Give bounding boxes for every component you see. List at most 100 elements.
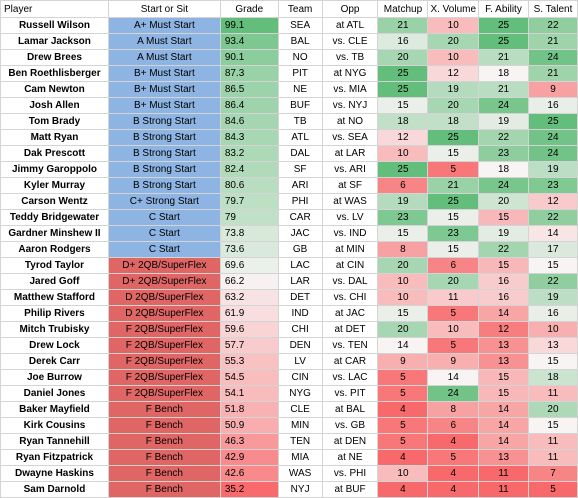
opponent-cell[interactable]: vs. TB [321, 49, 379, 66]
team-cell[interactable]: CAR [277, 209, 323, 226]
player-name-cell[interactable]: Sam Darnold [0, 481, 109, 498]
opponent-cell[interactable]: vs. CLE [321, 33, 379, 50]
ability-score-cell[interactable]: 21 [478, 81, 529, 98]
matchup-score-cell[interactable]: 10 [377, 289, 429, 306]
player-name-cell[interactable]: Teddy Bridgewater [0, 209, 109, 226]
player-name-cell[interactable]: Ryan Tannehill [0, 433, 109, 450]
grade-cell[interactable]: 90.1 [219, 49, 279, 66]
opponent-cell[interactable]: vs. CHI [321, 289, 379, 306]
ability-score-cell[interactable]: 13 [478, 449, 529, 466]
player-name-cell[interactable]: Joe Burrow [0, 369, 109, 386]
grade-cell[interactable]: 54.5 [219, 369, 279, 386]
opponent-cell[interactable]: at DET [321, 321, 379, 338]
talent-score-cell[interactable]: 23 [527, 177, 578, 194]
ability-score-cell[interactable]: 15 [478, 257, 529, 274]
player-name-cell[interactable]: Josh Allen [0, 97, 109, 114]
start-or-sit-cell[interactable]: F 2QB/SuperFlex [107, 321, 221, 338]
player-name-cell[interactable]: Daniel Jones [0, 385, 109, 402]
opponent-cell[interactable]: vs. PIT [321, 385, 379, 402]
talent-score-cell[interactable]: 9 [527, 81, 578, 98]
talent-score-cell[interactable]: 18 [527, 369, 578, 386]
header-team[interactable]: Team [277, 0, 323, 18]
talent-score-cell[interactable]: 11 [527, 433, 578, 450]
volume-score-cell[interactable]: 10 [427, 49, 480, 66]
volume-score-cell[interactable]: 12 [427, 65, 480, 82]
talent-score-cell[interactable]: 5 [527, 481, 578, 498]
volume-score-cell[interactable]: 4 [427, 481, 480, 498]
team-cell[interactable]: CIN [277, 369, 323, 386]
player-name-cell[interactable]: Drew Lock [0, 337, 109, 354]
ability-score-cell[interactable]: 18 [478, 65, 529, 82]
player-name-cell[interactable]: Carson Wentz [0, 193, 109, 210]
header-ability[interactable]: F. Ability [478, 0, 529, 18]
opponent-cell[interactable]: at NE [321, 449, 379, 466]
grade-cell[interactable]: 86.5 [219, 81, 279, 98]
team-cell[interactable]: MIN [277, 417, 323, 434]
team-cell[interactable]: LV [277, 353, 323, 370]
player-name-cell[interactable]: Philip Rivers [0, 305, 109, 322]
grade-cell[interactable]: 93.4 [219, 33, 279, 50]
start-or-sit-cell[interactable]: A+ Must Start [107, 17, 221, 34]
volume-score-cell[interactable]: 6 [427, 257, 480, 274]
start-or-sit-cell[interactable]: F 2QB/SuperFlex [107, 337, 221, 354]
player-name-cell[interactable]: Matthew Stafford [0, 289, 109, 306]
grade-cell[interactable]: 54.1 [219, 385, 279, 402]
team-cell[interactable]: JAC [277, 225, 323, 242]
start-or-sit-cell[interactable]: C+ Strong Start [107, 193, 221, 210]
matchup-score-cell[interactable]: 23 [377, 209, 429, 226]
start-or-sit-cell[interactable]: F Bench [107, 417, 221, 434]
talent-score-cell[interactable]: 21 [527, 65, 578, 82]
talent-score-cell[interactable]: 19 [527, 289, 578, 306]
ability-score-cell[interactable]: 13 [478, 337, 529, 354]
start-or-sit-cell[interactable]: A Must Start [107, 49, 221, 66]
team-cell[interactable]: LAR [277, 273, 323, 290]
start-or-sit-cell[interactable]: F Bench [107, 433, 221, 450]
talent-score-cell[interactable]: 25 [527, 113, 578, 130]
matchup-score-cell[interactable]: 15 [377, 225, 429, 242]
matchup-score-cell[interactable]: 5 [377, 369, 429, 386]
matchup-score-cell[interactable]: 20 [377, 49, 429, 66]
player-name-cell[interactable]: Gardner Minshew II [0, 225, 109, 242]
talent-score-cell[interactable]: 15 [527, 353, 578, 370]
talent-score-cell[interactable]: 15 [527, 417, 578, 434]
opponent-cell[interactable]: at DEN [321, 433, 379, 450]
start-or-sit-cell[interactable]: F Bench [107, 481, 221, 498]
header-opp[interactable]: Opp [321, 0, 379, 18]
grade-cell[interactable]: 73.8 [219, 225, 279, 242]
talent-score-cell[interactable]: 20 [527, 401, 578, 418]
volume-score-cell[interactable]: 5 [427, 161, 480, 178]
ability-score-cell[interactable]: 22 [478, 241, 529, 258]
talent-score-cell[interactable]: 22 [527, 17, 578, 34]
talent-score-cell[interactable]: 21 [527, 33, 578, 50]
start-or-sit-cell[interactable]: C Start [107, 241, 221, 258]
matchup-score-cell[interactable]: 6 [377, 177, 429, 194]
opponent-cell[interactable]: vs. IND [321, 225, 379, 242]
talent-score-cell[interactable]: 16 [527, 97, 578, 114]
grade-cell[interactable]: 82.4 [219, 161, 279, 178]
grade-cell[interactable]: 59.6 [219, 321, 279, 338]
start-or-sit-cell[interactable]: B Strong Start [107, 177, 221, 194]
matchup-score-cell[interactable]: 18 [377, 113, 429, 130]
start-or-sit-cell[interactable]: B Strong Start [107, 145, 221, 162]
ability-score-cell[interactable]: 15 [478, 209, 529, 226]
team-cell[interactable]: TB [277, 113, 323, 130]
start-or-sit-cell[interactable]: F 2QB/SuperFlex [107, 369, 221, 386]
volume-score-cell[interactable]: 6 [427, 417, 480, 434]
grade-cell[interactable]: 46.3 [219, 433, 279, 450]
start-or-sit-cell[interactable]: D 2QB/SuperFlex [107, 305, 221, 322]
grade-cell[interactable]: 51.8 [219, 401, 279, 418]
header-player[interactable]: Player [0, 0, 109, 18]
opponent-cell[interactable]: at BUF [321, 481, 379, 498]
ability-score-cell[interactable]: 21 [478, 49, 529, 66]
opponent-cell[interactable]: at SF [321, 177, 379, 194]
volume-score-cell[interactable]: 8 [427, 401, 480, 418]
team-cell[interactable]: ARI [277, 177, 323, 194]
talent-score-cell[interactable]: 22 [527, 273, 578, 290]
player-name-cell[interactable]: Russell Wilson [0, 17, 109, 34]
grade-cell[interactable]: 80.6 [219, 177, 279, 194]
opponent-cell[interactable]: at WAS [321, 193, 379, 210]
start-or-sit-cell[interactable]: B Strong Start [107, 161, 221, 178]
opponent-cell[interactable]: at CIN [321, 257, 379, 274]
ability-score-cell[interactable]: 12 [478, 321, 529, 338]
opponent-cell[interactable]: at NYG [321, 65, 379, 82]
